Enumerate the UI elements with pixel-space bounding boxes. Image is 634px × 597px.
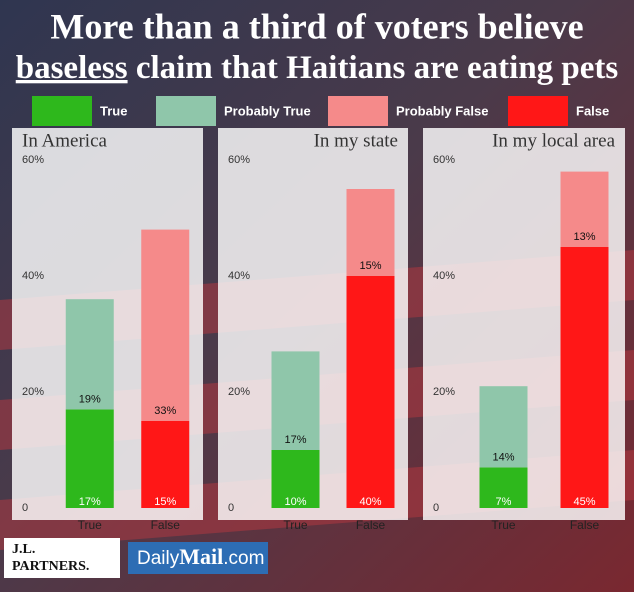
value-label: 33% xyxy=(154,405,176,417)
y-tick-label: 40% xyxy=(228,270,250,282)
dailymail-logo-box xyxy=(128,542,268,574)
legend-label: Probably False xyxy=(396,103,488,118)
bar-segment xyxy=(141,421,190,508)
bar-segment xyxy=(560,171,609,247)
y-tick-label: 60% xyxy=(433,154,455,166)
value-label: 10% xyxy=(284,496,306,508)
x-tick-label: False xyxy=(151,518,181,532)
legend-label: True xyxy=(100,103,127,118)
x-tick-label: True xyxy=(491,518,516,532)
bar-segment xyxy=(271,351,320,450)
panel-title: In America xyxy=(22,130,108,151)
value-label: 7% xyxy=(496,496,512,508)
legend-label: Probably True xyxy=(224,103,311,118)
value-label: 40% xyxy=(359,496,381,508)
y-tick-label: 40% xyxy=(22,270,44,282)
bar-segment xyxy=(479,467,528,508)
y-tick-label: 60% xyxy=(228,154,250,166)
panel-title: In my local area xyxy=(492,130,615,151)
jl-logo: PARTNERS. xyxy=(12,559,89,574)
y-tick-label: 40% xyxy=(433,270,455,282)
dailymail-logo: DailyMail.com xyxy=(137,544,264,569)
y-tick-label: 0 xyxy=(228,502,234,514)
logo-part: Mail xyxy=(179,544,223,569)
legend-swatch xyxy=(508,96,568,126)
value-label: 15% xyxy=(359,260,381,272)
value-label: 17% xyxy=(79,496,101,508)
x-tick-label: False xyxy=(570,518,600,532)
x-tick-label: False xyxy=(356,518,386,532)
value-label: 19% xyxy=(79,393,101,405)
panel-title: In my state xyxy=(314,130,398,151)
y-tick-label: 20% xyxy=(433,386,455,398)
y-tick-label: 20% xyxy=(22,386,44,398)
subtitle-rest: claim that Haitians are eating pets xyxy=(136,50,619,86)
y-tick-label: 0 xyxy=(433,502,439,514)
bar-segment xyxy=(65,409,114,508)
legend-swatch xyxy=(156,96,216,126)
jl-logo-box xyxy=(4,538,120,578)
logo-part: .com xyxy=(223,548,264,569)
subtitle-emphasis: baseless xyxy=(16,50,128,86)
x-tick-label: True xyxy=(78,518,103,532)
bar-segment xyxy=(271,450,320,508)
bar-segment xyxy=(141,229,190,421)
y-tick-label: 60% xyxy=(22,154,44,166)
y-tick-label: 0 xyxy=(22,502,28,514)
jl-logo: J.L. xyxy=(12,542,35,557)
value-label: 14% xyxy=(492,451,514,463)
bar-segment xyxy=(346,189,395,276)
x-tick-label: True xyxy=(283,518,308,532)
legend-label: False xyxy=(576,103,609,118)
title: More than a third of voters believe xyxy=(50,6,583,46)
subtitle: baseless claim that Haitians are eating … xyxy=(16,50,619,86)
value-label: 15% xyxy=(154,496,176,508)
value-label: 13% xyxy=(573,231,595,243)
logo-part: Daily xyxy=(137,548,180,569)
bar-segment xyxy=(560,247,609,508)
legend-swatch xyxy=(328,96,388,126)
bar-segment xyxy=(346,276,395,508)
value-label: 17% xyxy=(284,434,306,446)
value-label: 45% xyxy=(573,496,595,508)
y-tick-label: 20% xyxy=(228,386,250,398)
bar-segment xyxy=(479,386,528,468)
legend-swatch xyxy=(32,96,92,126)
bar-segment xyxy=(65,299,114,410)
